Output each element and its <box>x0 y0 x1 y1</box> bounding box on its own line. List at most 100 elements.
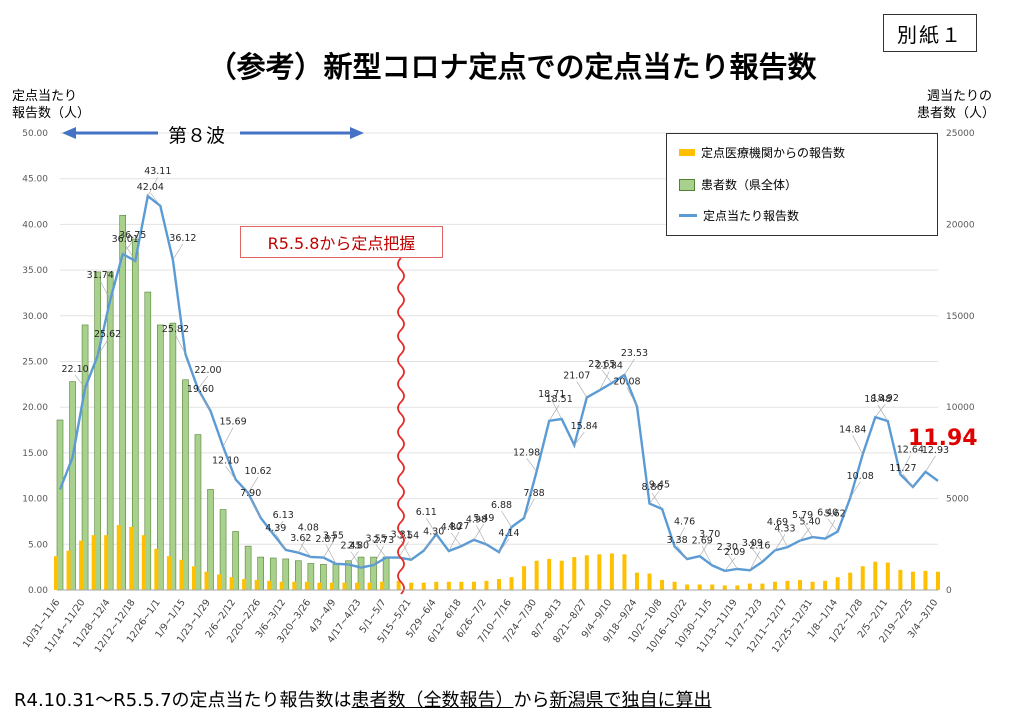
y-left-tick-label: 40.00 <box>22 220 48 230</box>
data-label-leader <box>727 552 738 570</box>
legend-label-green: 患者数（県全体） <box>701 178 798 192</box>
data-label-leader <box>222 427 234 447</box>
bar-yellow <box>923 570 928 590</box>
data-label-leader <box>476 525 487 545</box>
data-label: 2.09 <box>724 547 745 558</box>
data-label-leader <box>350 551 362 568</box>
latest-value-highlight: 11.94 <box>908 426 978 451</box>
y-right-label-line2: 患者数（人） <box>917 106 996 121</box>
bar-yellow <box>166 556 171 590</box>
data-label-leader <box>225 466 236 480</box>
bar-yellow <box>141 535 146 590</box>
data-label: 4.30 <box>423 527 444 538</box>
y-right-label: 週当たりの 患者数（人） <box>917 88 995 122</box>
y-right-tick-label: 15000 <box>946 312 975 322</box>
data-label: 4.80 <box>441 522 462 533</box>
data-label-leader <box>902 473 914 488</box>
bar-yellow <box>547 558 552 590</box>
wave-arrowhead-left <box>62 127 76 139</box>
bar-green <box>182 379 189 591</box>
data-label-leader <box>147 176 159 197</box>
bar-yellow <box>116 525 121 590</box>
y-left-tick-label: 20.00 <box>22 403 48 413</box>
data-label: 2.80 <box>348 540 369 551</box>
data-label-leader <box>900 455 911 475</box>
bar-yellow <box>798 579 803 590</box>
data-label: 21.07 <box>563 370 590 381</box>
data-label: 2.30 <box>717 542 738 553</box>
data-label: 9.45 <box>649 480 670 491</box>
data-label: 4.98 <box>466 514 487 525</box>
bar-yellow <box>559 560 564 590</box>
bar-yellow <box>434 581 439 590</box>
data-label-leader <box>398 541 409 558</box>
bar-yellow <box>835 577 840 590</box>
data-label: 15.69 <box>219 417 246 428</box>
data-label-leader <box>526 458 537 472</box>
bar-yellow <box>267 580 272 590</box>
footnote-underline1: 患者数（全数報告） <box>351 690 514 711</box>
data-label-leader <box>175 334 186 355</box>
y-left-label-line1: 定点当たり <box>12 89 78 104</box>
data-label: 25.62 <box>94 329 121 340</box>
data-label: 25.82 <box>162 324 189 335</box>
y-right-label-line1: 週当たりの <box>927 89 993 104</box>
bar-yellow <box>622 554 627 590</box>
bar-yellow <box>191 566 196 590</box>
data-label-leader <box>849 481 861 499</box>
y-right-tick-label: 5000 <box>946 495 969 505</box>
bar-yellow <box>91 535 96 590</box>
legend-item-yellow: 定点医療機関からの報告数 <box>679 144 845 161</box>
bar-yellow <box>254 579 259 590</box>
y-left-label: 定点当たり 報告数（人） <box>12 88 90 122</box>
wave-arrowhead-right <box>350 127 364 139</box>
data-label-leader <box>272 520 284 535</box>
data-label-leader <box>375 544 387 558</box>
legend-label-yellow: 定点医療機関からの報告数 <box>701 146 846 160</box>
data-label: 22.10 <box>61 364 88 375</box>
y-right-tick-label: 25000 <box>946 129 975 139</box>
bar-yellow <box>873 561 878 590</box>
data-label: 4.08 <box>298 523 319 534</box>
data-label-leader <box>724 557 736 572</box>
data-label-leader <box>473 523 485 540</box>
data-label: 18.51 <box>546 394 573 405</box>
data-label-leader <box>122 240 133 255</box>
bar-yellow <box>584 555 589 590</box>
data-label-leader <box>624 358 635 376</box>
data-label-leader <box>576 381 588 398</box>
line-series <box>58 193 939 573</box>
data-label: 6.88 <box>491 500 512 511</box>
bar-yellow <box>79 540 84 590</box>
bar-yellow <box>484 580 489 590</box>
bar-yellow <box>292 581 297 590</box>
footnote-prefix: R4.10.31〜R5.5.7の定点当たり報告数は <box>14 690 352 711</box>
bar-yellow <box>823 580 828 590</box>
data-label-leader <box>676 545 688 560</box>
bar-yellow <box>204 571 209 590</box>
bar-yellow <box>304 581 309 590</box>
data-label: 5.40 <box>799 517 820 528</box>
bar-yellow <box>772 581 777 590</box>
y-left-label-line2: 報告数（人） <box>12 106 91 121</box>
data-label-leader <box>674 527 685 547</box>
data-label: 3.54 <box>398 531 419 542</box>
data-label-leader <box>373 545 384 566</box>
bar-yellow <box>910 571 915 590</box>
data-label: 20.08 <box>613 376 640 387</box>
data-label-leader <box>574 432 585 446</box>
data-label-leader <box>852 435 864 455</box>
data-label-leader <box>701 546 713 566</box>
data-label: 15.84 <box>571 421 598 432</box>
bar-yellow <box>609 553 614 590</box>
footnote-middle: から <box>513 690 550 711</box>
bar-yellow <box>522 566 527 590</box>
bar-yellow <box>509 577 514 590</box>
change-callout: R5.5.8から定点把握 <box>240 226 443 258</box>
bar-yellow <box>217 574 222 590</box>
data-label-leader <box>752 548 763 562</box>
data-label: 3.62 <box>290 533 311 544</box>
data-label-leader <box>548 404 560 421</box>
y-left-tick-label: 25.00 <box>22 358 48 368</box>
data-label-leader <box>925 455 936 472</box>
